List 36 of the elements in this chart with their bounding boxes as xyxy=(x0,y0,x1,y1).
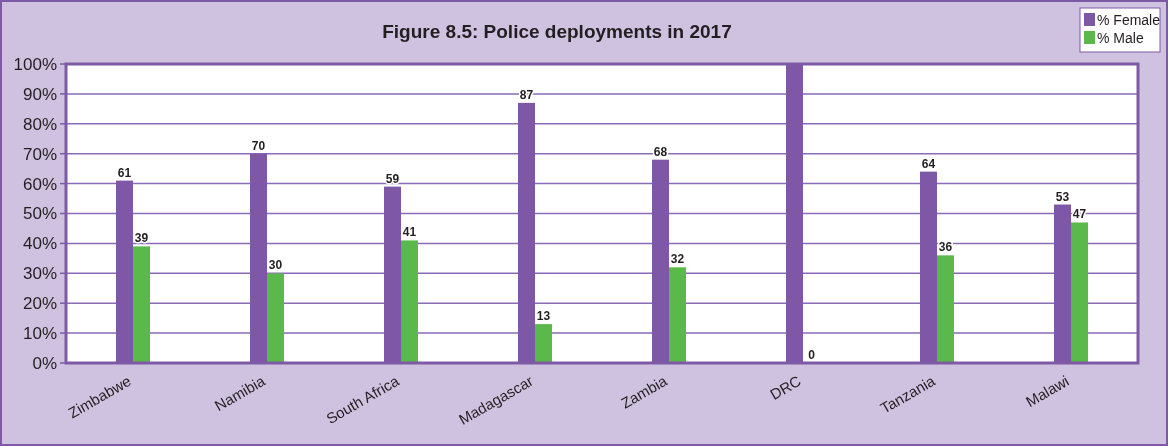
y-tick-label: 100% xyxy=(13,54,57,74)
bar xyxy=(267,273,284,363)
bar xyxy=(401,240,418,363)
legend-label: % Male xyxy=(1097,29,1144,46)
bar xyxy=(937,255,954,363)
data-label: 39 xyxy=(134,231,149,246)
y-tick-label: 50% xyxy=(22,204,57,224)
y-tick-label: 20% xyxy=(22,294,57,314)
bar xyxy=(535,324,552,363)
data-label: 30 xyxy=(268,258,283,273)
bar xyxy=(669,267,686,363)
y-tick-label: 90% xyxy=(22,84,57,104)
y-tick-label: 70% xyxy=(22,144,57,164)
data-label: 53 xyxy=(1055,189,1070,204)
data-label: 61 xyxy=(117,165,132,180)
data-label: 41 xyxy=(402,225,417,240)
data-label: 32 xyxy=(670,252,685,267)
data-label: 59 xyxy=(385,171,400,186)
data-label: 36 xyxy=(938,240,953,255)
y-tick-label: 0% xyxy=(32,353,57,373)
data-label: 64 xyxy=(921,156,936,171)
y-tick-label: 60% xyxy=(22,174,57,194)
data-label: 0 xyxy=(808,348,816,362)
data-label: 87 xyxy=(519,87,534,102)
bar xyxy=(1071,222,1088,363)
y-tick-label: 40% xyxy=(22,234,57,254)
data-label: 70 xyxy=(251,138,266,153)
chart-title: Figure 8.5: Police deployments in 2017 xyxy=(382,21,732,42)
y-tick-label: 30% xyxy=(22,264,57,284)
x-tick-label: DRC xyxy=(767,371,804,403)
y-tick-label: 10% xyxy=(22,324,57,344)
y-tick-label: 80% xyxy=(22,114,57,134)
x-tick-label: South Africa xyxy=(323,371,403,428)
bar xyxy=(133,246,150,363)
legend-label: % Female xyxy=(1097,11,1161,28)
data-label: 13 xyxy=(536,309,551,324)
